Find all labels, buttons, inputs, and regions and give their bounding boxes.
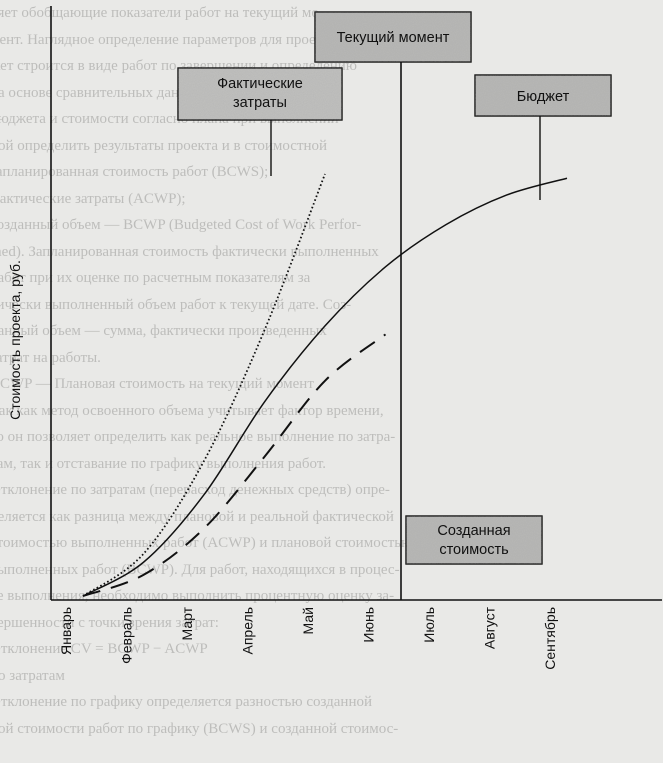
x-tick-label: Июнь [361, 607, 377, 643]
box-earned-value: Созданная стоимость [405, 515, 543, 565]
x-axis-ticks: Январь Февраль Март Апрель Май Июнь Июль Август… [58, 606, 558, 669]
label-earned-value-1: Созданная [437, 523, 510, 539]
y-axis-label: Стоимость проекта, руб. [7, 260, 23, 420]
box-actual-costs: затраты Фактические [177, 67, 343, 121]
box-budget: Бюджет [474, 74, 612, 117]
label-budget: Бюджет [517, 89, 570, 105]
x-tick-label: Март [179, 606, 195, 640]
x-tick-label: Июль [421, 607, 437, 643]
x-tick-label: Сентябрь [542, 607, 558, 670]
x-tick-label: Май [300, 607, 316, 634]
series-line-actual-costs [82, 173, 326, 597]
label-actual-costs-2: затраты [233, 95, 287, 111]
x-tick-label: Апрель [240, 607, 256, 655]
series-line-earned-value [82, 333, 387, 597]
x-tick-label: Февраль [119, 607, 135, 664]
series-line-budget [82, 177, 568, 597]
x-tick-label: Август [482, 606, 498, 649]
x-tick-label: Январь [58, 607, 74, 655]
label-actual-costs-1: Фактические [217, 76, 303, 92]
label-earned-value-2: стоимость [439, 542, 508, 558]
box-current-moment: Текущий момент [314, 11, 472, 63]
label-current-moment: Текущий момент [337, 30, 450, 46]
